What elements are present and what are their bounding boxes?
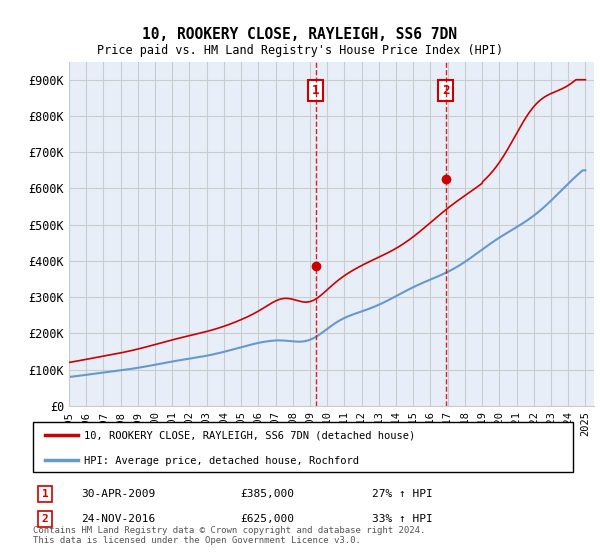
Text: 24-NOV-2016: 24-NOV-2016	[81, 514, 155, 524]
Text: 10, ROOKERY CLOSE, RAYLEIGH, SS6 7DN (detached house): 10, ROOKERY CLOSE, RAYLEIGH, SS6 7DN (de…	[84, 431, 415, 441]
Text: £625,000: £625,000	[240, 514, 294, 524]
Text: HPI: Average price, detached house, Rochford: HPI: Average price, detached house, Roch…	[84, 456, 359, 466]
Text: 2: 2	[41, 514, 49, 524]
Text: 10, ROOKERY CLOSE, RAYLEIGH, SS6 7DN: 10, ROOKERY CLOSE, RAYLEIGH, SS6 7DN	[143, 27, 458, 42]
Text: £385,000: £385,000	[240, 489, 294, 499]
Text: Price paid vs. HM Land Registry's House Price Index (HPI): Price paid vs. HM Land Registry's House …	[97, 44, 503, 57]
Text: Contains HM Land Registry data © Crown copyright and database right 2024.
This d: Contains HM Land Registry data © Crown c…	[33, 526, 425, 545]
Text: 33% ↑ HPI: 33% ↑ HPI	[372, 514, 433, 524]
Text: 27% ↑ HPI: 27% ↑ HPI	[372, 489, 433, 499]
Text: 1: 1	[312, 84, 319, 97]
Text: 30-APR-2009: 30-APR-2009	[81, 489, 155, 499]
Text: 1: 1	[41, 489, 49, 499]
Text: 2: 2	[442, 84, 450, 97]
